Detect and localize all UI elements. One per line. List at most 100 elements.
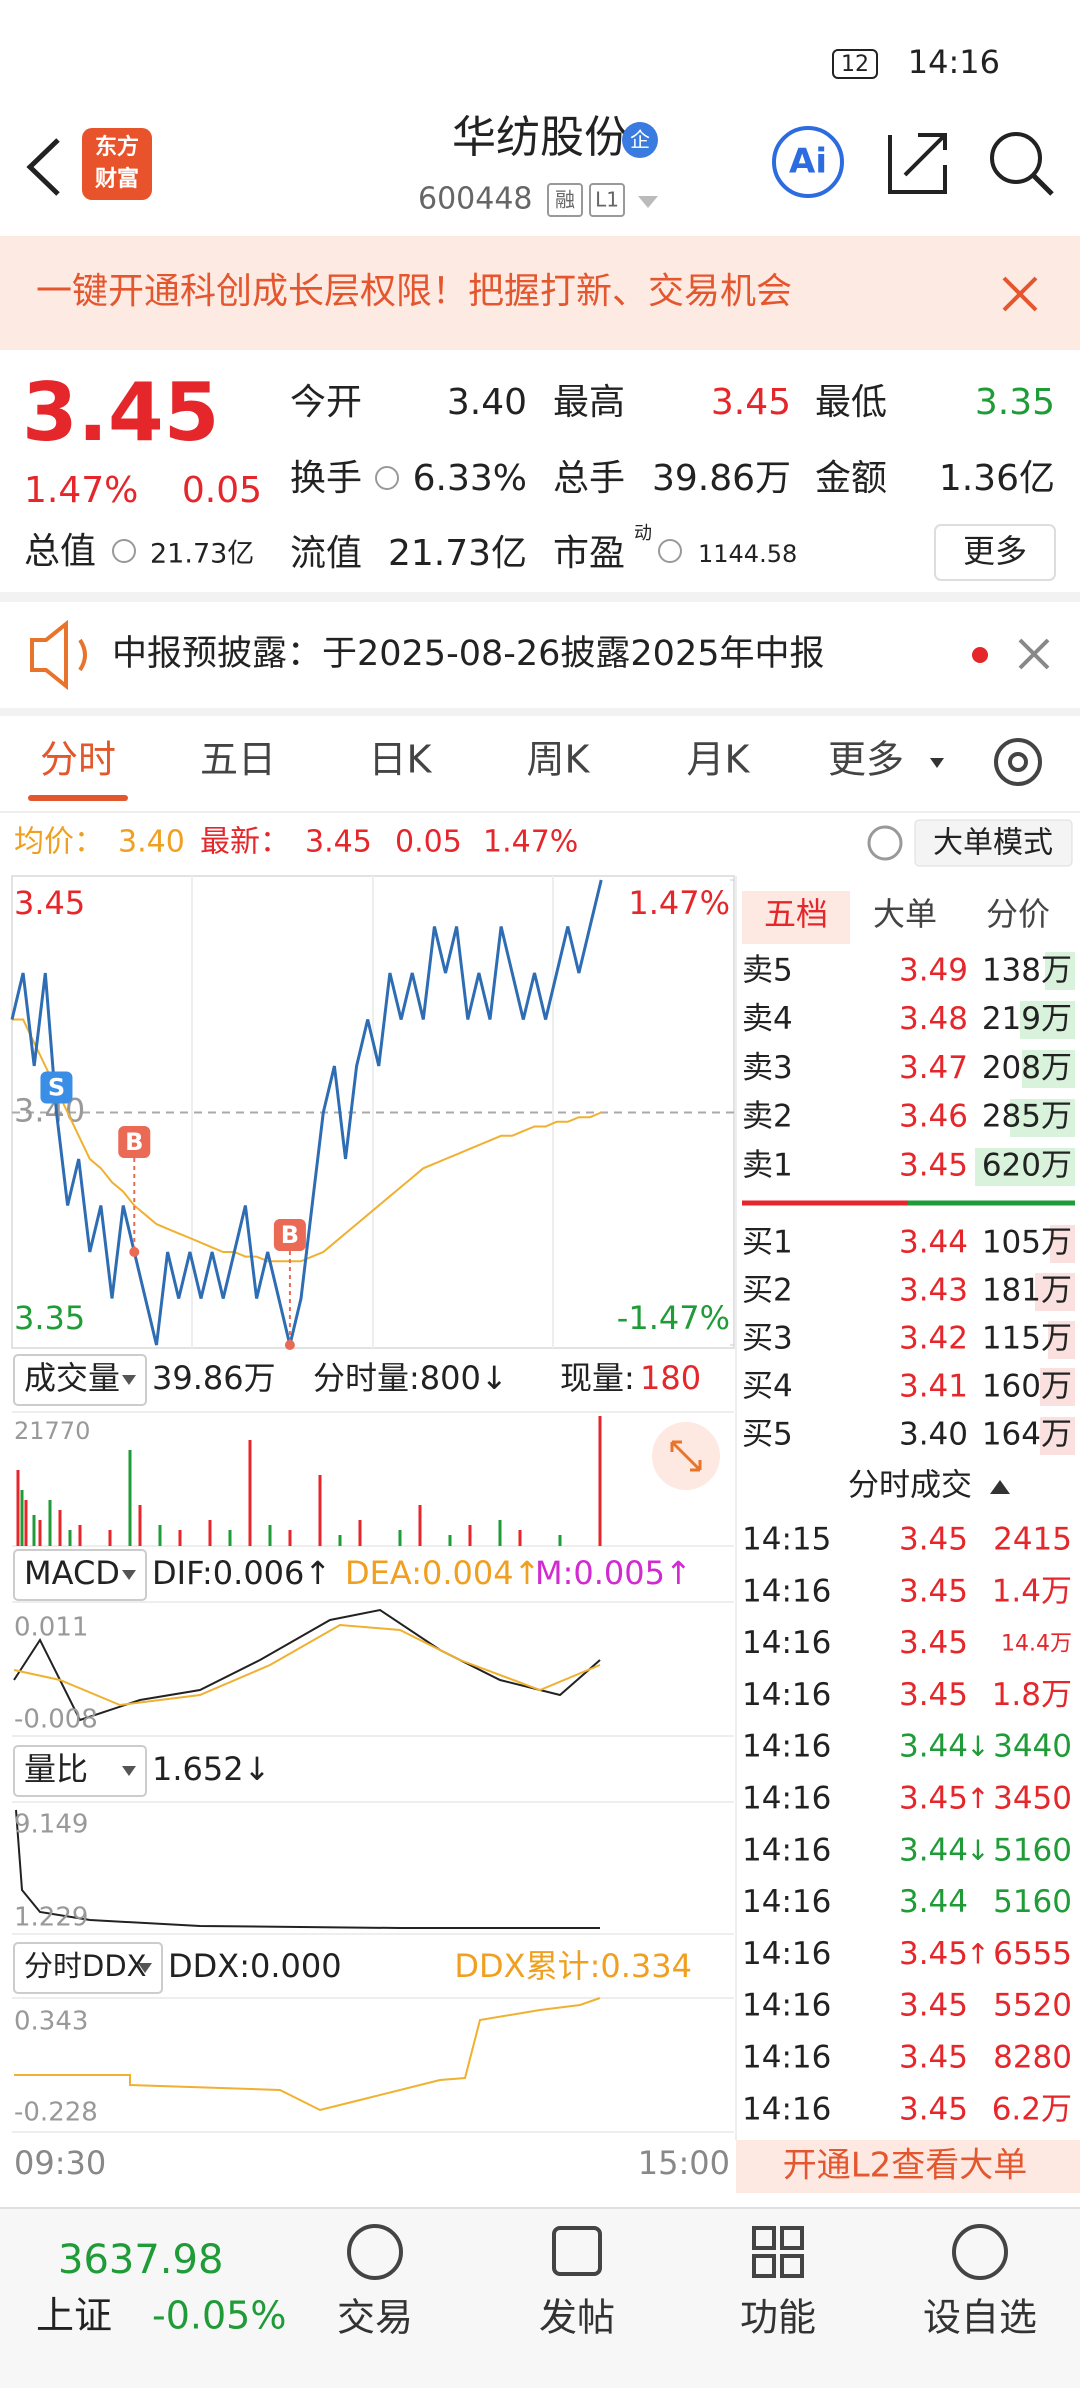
chart-info: 最新：: [200, 825, 290, 860]
l2-banner[interactable]: 开通L2查看大单: [783, 2146, 1028, 2186]
chart-tab[interactable]: 五日: [200, 738, 276, 782]
trade-volume: 5160: [993, 1884, 1072, 1920]
book-volume: 181万: [982, 1273, 1072, 1309]
trade-arrow: ↑: [966, 1937, 989, 1970]
l2-banner-bg[interactable]: [736, 2140, 1080, 2193]
trade-time: 14:16: [742, 1781, 831, 1817]
ask-depth: [975, 952, 1075, 1186]
search-button[interactable]: [990, 132, 1042, 184]
trade-volume: 3440: [993, 1729, 1072, 1765]
chart-tab[interactable]: 月K: [687, 738, 751, 782]
settings-button[interactable]: [994, 738, 1042, 786]
macd-dea: [13, 1623, 601, 1707]
trade-volume: 6.2万: [992, 2091, 1072, 2127]
trade-price: 3.45: [899, 1625, 968, 1661]
more-button-label[interactable]: 更多: [963, 532, 1027, 570]
notice-text[interactable]: 中报预披露：于2025-08-26披露2025年中报: [112, 634, 824, 674]
ai-label[interactable]: Ai: [789, 142, 827, 182]
change-percent: 1.47%: [24, 470, 138, 511]
x-axis-label: 09:30: [14, 2144, 106, 2182]
clock: 14:16: [908, 43, 1000, 81]
book-price: 3.47: [899, 1050, 968, 1086]
banner-bg: [0, 236, 1080, 350]
share-button[interactable]: [888, 133, 947, 194]
trade-arrow: ↓: [966, 1730, 989, 1763]
book-price: 3.44: [899, 1225, 968, 1261]
trade-price: 3.45: [899, 1988, 968, 2024]
indicator-text: DIF:0.006↑: [152, 1554, 331, 1592]
trade-marker: S: [48, 1074, 65, 1102]
last-price: 3.45: [22, 366, 219, 459]
trade-time: 14:16: [742, 1936, 831, 1972]
book-tab[interactable]: 五档: [764, 895, 828, 933]
nav-item[interactable]: 设自选: [923, 2296, 1037, 2340]
chart-tab[interactable]: 日K: [369, 738, 433, 782]
dropdown-arrow: [122, 1766, 136, 1776]
marker-badge: [273, 1219, 306, 1251]
indicator-text: 分时DDX: [24, 1949, 147, 1983]
tag-box: [589, 183, 625, 217]
chart-tab[interactable]: 周K: [527, 738, 591, 782]
stat-value: 3.45: [711, 382, 791, 423]
marker-dot: [284, 1340, 295, 1350]
trade-price: 3.45: [899, 1936, 968, 1972]
trade-marker: B: [125, 1128, 143, 1156]
settings-center: [1008, 752, 1028, 772]
trade-arrow: ↓: [966, 1834, 989, 1867]
banner-text[interactable]: 一键开通科创成长层权限！把握打新、交易机会: [36, 271, 792, 312]
chart-tab[interactable]: 更多: [828, 738, 904, 782]
mode-label[interactable]: 大单模式: [933, 826, 1053, 861]
battery-level: 12: [841, 52, 869, 77]
dropdown-arrow: [638, 196, 658, 208]
stat-value: 6.33%: [413, 458, 527, 499]
book-tab[interactable]: 大单: [873, 895, 937, 933]
ai-button[interactable]: [772, 126, 844, 198]
trade-volume: 5160: [993, 1832, 1072, 1868]
dropdown-arrow: [122, 1375, 136, 1385]
indicator-text: 180: [640, 1359, 701, 1397]
book-price: 3.45: [899, 1147, 968, 1183]
marker-badge: [118, 1126, 151, 1158]
battery-icon: [832, 49, 878, 79]
trade-time: 14:16: [742, 1988, 831, 2024]
book-label: 买4: [742, 1369, 793, 1405]
nav-item[interactable]: 交易: [337, 2296, 413, 2340]
chart-tab[interactable]: 分时: [40, 738, 116, 782]
close-banner[interactable]: [1002, 276, 1038, 312]
book-label: 买3: [742, 1321, 793, 1357]
stat-label: 总值: [24, 531, 96, 572]
indicator-text: 9.149: [14, 1810, 88, 1840]
book-tab[interactable]: 分价: [986, 895, 1050, 933]
help-icon[interactable]: [867, 825, 903, 861]
book-price: 3.49: [899, 953, 968, 989]
indicator-text: DDX累计:0.334: [454, 1947, 692, 1985]
macd-dif: [13, 1608, 601, 1722]
more-button[interactable]: [934, 524, 1056, 581]
book-volume: 219万: [982, 1001, 1072, 1037]
stat-value: 3.35: [975, 382, 1055, 423]
stat-label: 总手: [553, 458, 625, 499]
trade-price: 3.44: [899, 1729, 968, 1765]
mode-button[interactable]: [914, 819, 1073, 867]
volume-selector[interactable]: [13, 1354, 147, 1406]
back-button[interactable]: [26, 138, 60, 196]
ratio-selector[interactable]: [13, 1745, 147, 1797]
stock-code: 600448: [418, 182, 533, 217]
stat-label: 换手: [290, 458, 362, 499]
nav-item[interactable]: 功能: [740, 2296, 816, 2340]
chart-grid: [12, 876, 737, 2140]
indicator-text: 成交量: [24, 1359, 120, 1397]
indicator-text: -0.008: [14, 1705, 98, 1735]
nav-item[interactable]: 发帖: [539, 2296, 615, 2340]
app-logo: [82, 128, 152, 200]
trade-time: 14:16: [742, 1832, 831, 1868]
macd-selector[interactable]: [13, 1549, 147, 1601]
stat-superscript: 动: [634, 523, 652, 544]
book-volume: 115万: [982, 1321, 1072, 1357]
bid-depth: [1035, 1225, 1075, 1455]
stock-name: 华纺股份: [452, 112, 628, 163]
stat-label: 今开: [290, 382, 362, 423]
book-price: 3.40: [899, 1417, 968, 1453]
close-notice[interactable]: [1018, 638, 1050, 670]
ddx-selector[interactable]: [13, 1942, 163, 1994]
